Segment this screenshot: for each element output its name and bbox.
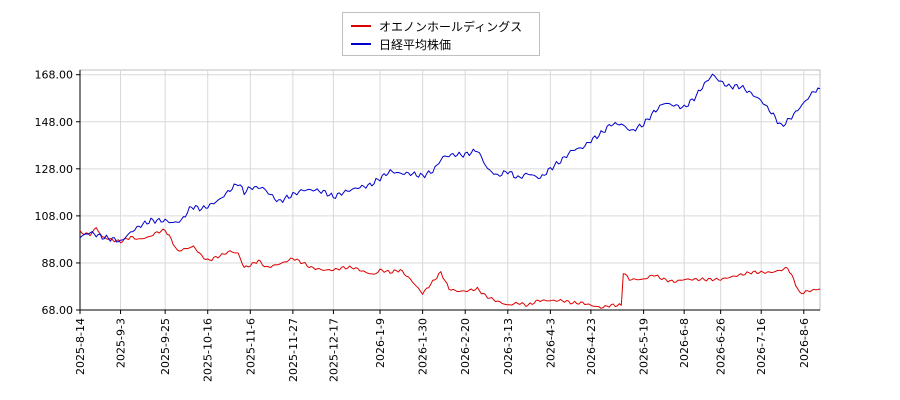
x-tick-label: 2026-8-6 — [798, 318, 811, 368]
x-tick-label: 2026-4-23 — [585, 318, 598, 375]
x-tick-label: 2025-8-14 — [74, 318, 87, 375]
legend-item-oenon: オエノンホールディングス — [351, 17, 522, 35]
axes: 68.00 88.00 108.00 128.00 148.00 168.00 2025-8… — [35, 69, 820, 382]
x-tick-label: 2025-9-25 — [159, 318, 172, 375]
x-tick-label: 2026-2-20 — [459, 318, 472, 375]
legend: オエノンホールディングス 日経平均株価 — [342, 12, 540, 56]
x-tick-label: 2025-11-6 — [244, 318, 257, 375]
x-tick-label: 2026-1-30 — [417, 318, 430, 375]
x-tick-label: 2026-4-3 — [544, 318, 557, 368]
y-tick-label: 88.00 — [42, 257, 74, 270]
legend-label-oenon: オエノンホールディングス — [379, 19, 523, 34]
series-line-oenon — [79, 227, 821, 309]
x-tick-label: 2025-9-3 — [115, 318, 128, 368]
y-tick-label: 148.00 — [35, 116, 74, 129]
legend-swatch-nikkei — [351, 43, 371, 45]
legend-item-nikkei: 日経平均株価 — [351, 35, 451, 53]
x-tick-label: 2026-1-9 — [374, 318, 387, 368]
y-tick-label: 168.00 — [35, 69, 74, 82]
x-tick-label: 2026-7-16 — [755, 318, 768, 375]
y-tick-label: 128.00 — [35, 163, 74, 176]
x-tick-label: 2025-11-27 — [287, 318, 300, 382]
x-tick-label: 2026-3-13 — [502, 318, 515, 375]
x-tick-label: 2025-10-16 — [202, 318, 215, 382]
plot-area — [79, 69, 821, 311]
y-tick-label: 108.00 — [35, 210, 74, 223]
x-tick-label: 2026-6-26 — [715, 318, 728, 375]
x-tick-label: 2026-6-8 — [678, 318, 691, 368]
legend-swatch-oenon — [351, 25, 371, 27]
x-tick-label: 2026-5-19 — [638, 318, 651, 375]
series-line-nikkei — [79, 73, 821, 243]
series-lines — [79, 73, 821, 309]
y-tick-label: 68.00 — [42, 304, 74, 317]
legend-label-nikkei: 日経平均株価 — [379, 37, 452, 52]
x-tick-label: 2025-12-17 — [327, 318, 340, 382]
grid-lines — [79, 70, 820, 311]
